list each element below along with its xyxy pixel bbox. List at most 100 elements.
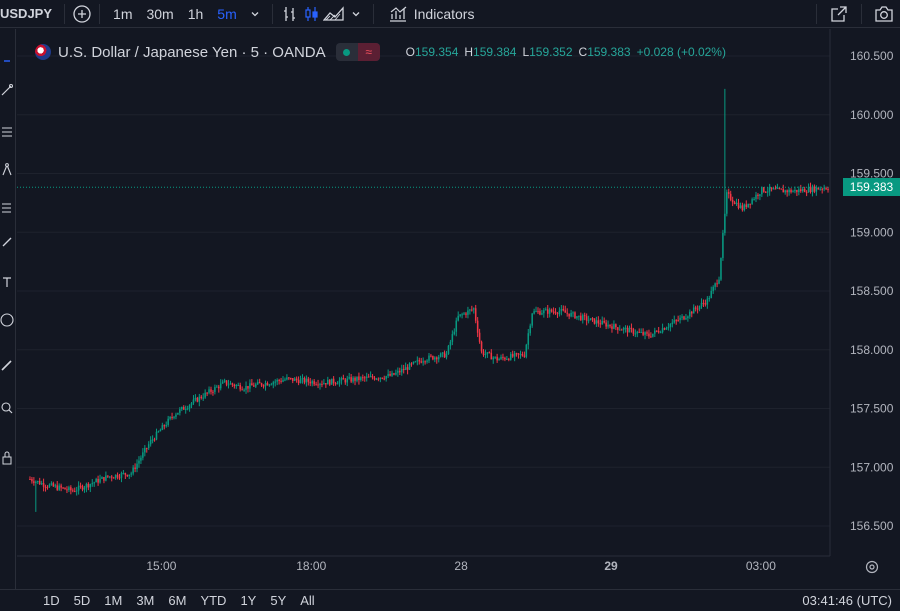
chart-pane[interactable]: 156.500 157.000 157.500 158.000 158.500 159.0… bbox=[17, 29, 900, 589]
trendline-icon[interactable] bbox=[0, 81, 14, 99]
brush-icon[interactable] bbox=[0, 233, 14, 251]
candle bbox=[646, 330, 648, 337]
candle bbox=[391, 370, 393, 377]
bars-chart-icon[interactable] bbox=[279, 3, 301, 25]
settings-gear-icon[interactable] bbox=[865, 560, 879, 574]
candle bbox=[617, 326, 619, 334]
candle bbox=[801, 186, 804, 193]
candle bbox=[811, 184, 814, 197]
candle-body bbox=[317, 384, 319, 386]
legend-title[interactable]: U.S. Dollar / Japanese Yen · 5 · OANDA bbox=[58, 43, 326, 61]
candle-body bbox=[241, 389, 243, 391]
candle-body bbox=[502, 356, 504, 358]
indicators-button[interactable]: Indicators bbox=[380, 5, 483, 23]
candle-body bbox=[424, 361, 426, 363]
candle-body bbox=[792, 191, 794, 193]
candle bbox=[568, 313, 570, 320]
candle-body bbox=[581, 315, 584, 321]
candle-body bbox=[618, 329, 621, 331]
candle-body bbox=[33, 481, 35, 483]
ruler-icon[interactable] bbox=[0, 357, 14, 375]
candle-body bbox=[509, 354, 512, 360]
candle-body bbox=[659, 332, 662, 334]
candle-body bbox=[369, 376, 372, 378]
interval-1m[interactable]: 1m bbox=[113, 5, 133, 22]
candle bbox=[527, 328, 530, 350]
range-3m[interactable]: 3M bbox=[136, 593, 155, 608]
candle-body bbox=[126, 474, 129, 477]
candle bbox=[591, 317, 594, 322]
candle bbox=[500, 354, 502, 361]
camera-icon[interactable] bbox=[868, 3, 900, 25]
range-1m[interactable]: 1M bbox=[104, 593, 123, 608]
chevron-down-icon[interactable] bbox=[345, 3, 367, 25]
candle-body bbox=[545, 309, 547, 311]
symbol-search[interactable]: USDJPY bbox=[0, 6, 53, 21]
text-icon[interactable] bbox=[0, 273, 14, 291]
candle-body bbox=[200, 396, 203, 399]
candle bbox=[560, 305, 563, 316]
range-1d[interactable]: 1D bbox=[43, 593, 60, 608]
candle-body bbox=[689, 311, 691, 317]
candle bbox=[130, 471, 132, 478]
candle-body bbox=[634, 333, 637, 335]
range-all[interactable]: All bbox=[300, 593, 315, 608]
candle bbox=[328, 379, 331, 387]
pattern-icon[interactable] bbox=[0, 161, 14, 179]
candle bbox=[471, 305, 473, 312]
candle bbox=[319, 382, 321, 390]
candle bbox=[412, 361, 415, 365]
interval-1h[interactable]: 1h bbox=[187, 5, 204, 22]
candle bbox=[689, 309, 691, 319]
candle bbox=[706, 296, 709, 309]
candle bbox=[66, 486, 68, 494]
fib-retracement-icon[interactable] bbox=[0, 123, 14, 141]
range-6m[interactable]: 6M bbox=[168, 593, 187, 608]
candle bbox=[634, 329, 637, 338]
candle-body bbox=[702, 302, 705, 304]
utc-clock[interactable]: 03:41:46 (UTC) bbox=[802, 593, 892, 608]
candle-body bbox=[494, 356, 496, 358]
zoom-icon[interactable] bbox=[0, 399, 14, 417]
range-5y[interactable]: 5Y bbox=[270, 593, 287, 608]
lock-icon[interactable] bbox=[0, 449, 14, 467]
chevron-down-icon[interactable] bbox=[244, 3, 266, 25]
area-chart-icon[interactable] bbox=[322, 3, 345, 25]
candle bbox=[371, 373, 374, 380]
candle bbox=[554, 308, 557, 315]
candle bbox=[182, 405, 185, 410]
emoji-icon[interactable] bbox=[0, 311, 14, 329]
candles-chart-icon[interactable] bbox=[301, 3, 323, 25]
candle-body bbox=[665, 328, 668, 330]
candle-body bbox=[710, 290, 713, 298]
fullscreen-icon[interactable] bbox=[823, 3, 855, 25]
candle-body bbox=[81, 486, 84, 490]
interval-5m[interactable]: 5m bbox=[217, 5, 237, 22]
candle-body bbox=[673, 320, 676, 323]
candle-body bbox=[260, 383, 263, 386]
candle bbox=[362, 374, 364, 382]
interval-30m[interactable]: 30m bbox=[146, 5, 174, 22]
compare-add-icon[interactable] bbox=[71, 3, 93, 25]
candle-body bbox=[591, 318, 594, 320]
range-ytd[interactable]: YTD bbox=[200, 593, 227, 608]
candle bbox=[768, 183, 771, 196]
candle bbox=[661, 323, 664, 334]
range-5d[interactable]: 5D bbox=[73, 593, 91, 608]
candle-body bbox=[309, 381, 312, 384]
cursor-icon[interactable] bbox=[0, 49, 14, 67]
candle-body bbox=[107, 475, 109, 477]
market-status-pill[interactable]: ≈ bbox=[335, 43, 380, 61]
candle bbox=[731, 196, 734, 207]
range-1y[interactable]: 1Y bbox=[240, 593, 257, 608]
candle bbox=[340, 376, 343, 385]
price-chart[interactable]: 156.500 157.000 157.500 158.000 158.500 159.0… bbox=[17, 29, 900, 589]
candle-body bbox=[578, 315, 580, 317]
candle bbox=[541, 309, 543, 316]
candle-body bbox=[327, 379, 329, 385]
candle bbox=[214, 384, 216, 395]
projection-icon[interactable] bbox=[0, 199, 14, 217]
time-tick-label: 29 bbox=[604, 559, 618, 573]
candle-body bbox=[130, 473, 132, 475]
candle bbox=[288, 376, 290, 381]
